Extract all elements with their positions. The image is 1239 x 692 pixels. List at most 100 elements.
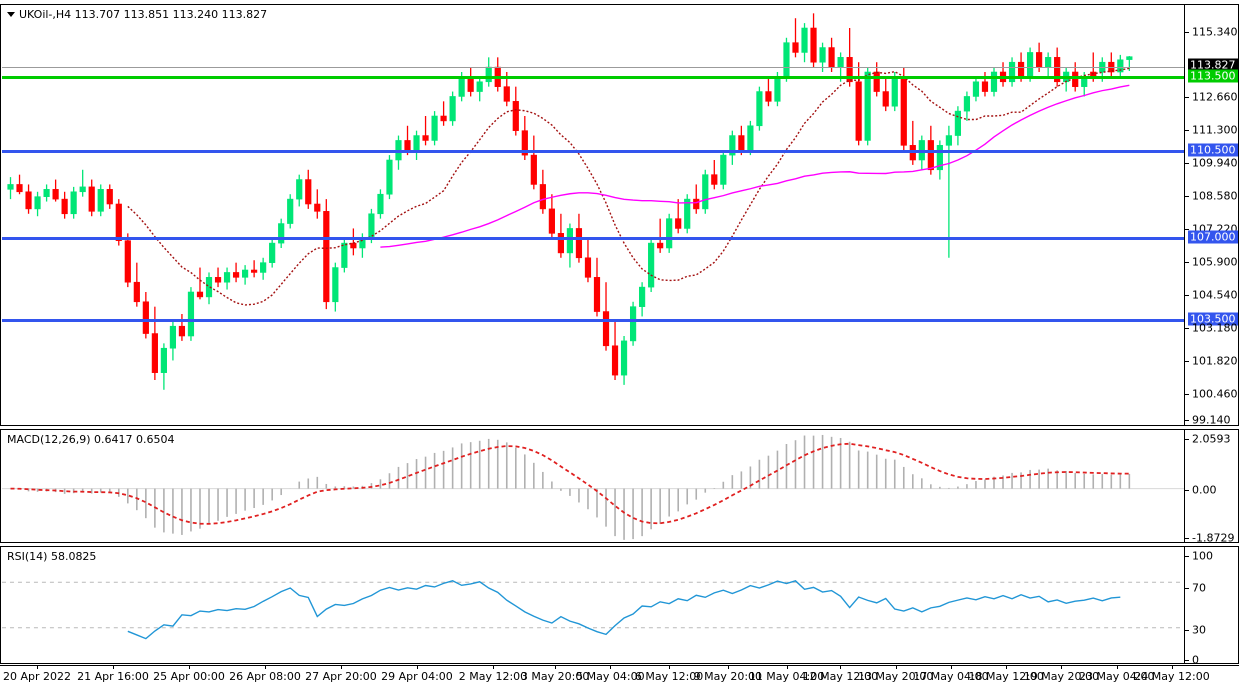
rsi-axis-label: 30 — [1192, 623, 1206, 637]
time-axis-label: 2 May 12:00 — [458, 670, 528, 683]
time-axis-label: 5 May 04:00 — [576, 670, 645, 683]
time-axis[interactable]: 20 Apr 2022 21 Apr 16:00 25 Apr 00:00 26 Ap… — [0, 665, 1239, 692]
macd-axis-label: -1.8729 — [1192, 531, 1235, 545]
level-line-107-000[interactable] — [2, 237, 1184, 240]
rsi-panel[interactable]: RSI(14) 58.0825 100 70 30 0 — [0, 546, 1239, 667]
time-axis-label: 3 May 20:00 — [520, 670, 590, 683]
time-axis-label: 26 Apr 08:00 — [229, 670, 301, 683]
price-axis-tick — [1185, 130, 1189, 131]
time-axis-label: 11 May 04:00 — [748, 670, 825, 683]
time-axis-tick — [610, 666, 612, 669]
price-axis-tick — [1185, 97, 1189, 98]
rsi-axis-tick — [1185, 630, 1189, 631]
price-axis[interactable]: 115.340 113.827 113.500 112.660 111.300 110.5… — [1184, 5, 1238, 427]
price-axis-label: 112.660 — [1192, 90, 1238, 104]
time-axis-tick — [555, 666, 557, 669]
chevron-down-icon[interactable] — [7, 11, 15, 17]
macd-panel[interactable]: MACD(12,26,9) 0.6417 0.6504 2.0593 0.00 -1… — [0, 429, 1239, 545]
time-axis-label: 9 May 20:00 — [693, 670, 763, 683]
price-axis-label: 99.140 — [1192, 413, 1231, 427]
macd-axis-tick — [1185, 490, 1189, 491]
time-axis-tick — [669, 666, 671, 669]
level-price-label: 110.500 — [1188, 143, 1238, 157]
time-axis-label: 12 May 12:00 — [802, 670, 879, 683]
time-axis-tick — [113, 666, 114, 669]
price-plot-area[interactable] — [2, 6, 1184, 424]
candlestick-series — [7, 13, 1133, 390]
rsi-axis: 100 70 30 0 — [1184, 547, 1238, 667]
time-axis-tick — [416, 666, 418, 669]
price-axis-label: 108.580 — [1192, 189, 1238, 203]
rsi-axis-tick — [1185, 556, 1189, 557]
time-axis-label: 25 Apr 00:00 — [153, 670, 225, 683]
level-price-label: 107.000 — [1188, 230, 1238, 244]
price-axis-tick — [1185, 394, 1189, 395]
price-axis-label: 111.300 — [1192, 123, 1238, 137]
price-axis-label: 115.340 — [1192, 25, 1238, 39]
rsi-plot-area[interactable] — [2, 548, 1184, 662]
price-axis-tick — [1185, 262, 1189, 263]
time-axis-tick — [188, 666, 190, 669]
macd-axis-label: 2.0593 — [1192, 432, 1231, 446]
price-axis-tick — [1185, 420, 1189, 421]
price-axis-label: 101.820 — [1192, 354, 1238, 368]
rsi-axis-tick — [1185, 588, 1189, 589]
time-axis-label: 24 May 12:00 — [1134, 670, 1210, 683]
level-line-103-500[interactable] — [2, 319, 1184, 322]
time-axis-tick — [340, 666, 342, 669]
symbol-header-text: UKOil-,H4 113.707 113.851 113.240 113.82… — [19, 8, 268, 21]
time-axis-tick — [1116, 666, 1118, 669]
price-axis-tick — [1185, 196, 1189, 197]
level-price-label: 103.500 — [1188, 312, 1238, 326]
time-axis-label: 17 May 04:00 — [913, 670, 989, 683]
macd-series — [2, 434, 1184, 540]
rsi-axis-label: 70 — [1192, 581, 1206, 595]
time-axis-tick — [950, 666, 952, 669]
rsi-axis-tick — [1185, 660, 1189, 661]
macd-plot-area[interactable] — [2, 431, 1184, 541]
price-axis-tick — [1185, 163, 1189, 164]
macd-axis: 2.0593 0.00 -1.8729 — [1184, 430, 1238, 545]
macd-axis-tick — [1185, 439, 1189, 440]
time-axis-label: 27 Apr 20:00 — [305, 670, 377, 683]
time-axis-label: 18 May 12:00 — [968, 670, 1044, 683]
time-axis-tick — [1061, 666, 1063, 669]
price-axis-tick — [1185, 328, 1189, 329]
rsi-series — [2, 580, 1184, 640]
time-axis-label: 13 May 20:00 — [857, 670, 934, 683]
price-axis-label: 104.540 — [1192, 288, 1238, 302]
macd-axis-tick — [1185, 538, 1189, 539]
current-price-label: 113.827 — [1188, 58, 1238, 72]
price-axis-tick — [1185, 229, 1189, 230]
price-axis-tick — [1185, 295, 1189, 296]
time-axis-label: 23 May 04:00 — [1079, 670, 1155, 683]
time-axis-label: 21 Apr 16:00 — [77, 670, 149, 683]
time-axis-label: 19 May 20:00 — [1023, 670, 1100, 683]
price-chart-panel[interactable]: UKOil-,H4 113.707 113.851 113.240 113.82… — [0, 4, 1239, 427]
time-axis-tick — [840, 666, 842, 669]
rsi-axis-label: 0 — [1192, 653, 1199, 667]
price-axis-tick — [1185, 32, 1189, 33]
time-axis-label: 20 Apr 2022 — [2, 670, 72, 683]
time-axis-tick — [264, 666, 266, 669]
rsi-axis-label: 100 — [1192, 549, 1213, 563]
level-line-110-500[interactable] — [2, 150, 1184, 153]
level-price-label: 113.500 — [1188, 69, 1238, 83]
time-axis-label: 29 Apr 04:00 — [381, 670, 453, 683]
price-axis-label: 109.940 — [1192, 156, 1238, 170]
symbol-header[interactable]: UKOil-,H4 113.707 113.851 113.240 113.82… — [7, 8, 267, 21]
time-axis-tick — [1172, 666, 1173, 669]
rsi-label: RSI(14) 58.0825 — [7, 550, 97, 563]
level-line-113-500[interactable] — [2, 76, 1184, 79]
time-axis-tick — [895, 666, 897, 669]
price-axis-label: 100.460 — [1192, 387, 1238, 401]
time-axis-label: 6 May 12:00 — [634, 670, 704, 683]
time-axis-tick — [1006, 666, 1008, 669]
macd-label: MACD(12,26,9) 0.6417 0.6504 — [7, 433, 175, 446]
time-axis-tick — [727, 666, 729, 669]
macd-axis-label: 0.00 — [1192, 483, 1217, 497]
price-axis-tick — [1185, 361, 1189, 362]
time-axis-tick — [492, 666, 494, 669]
level-line-113-827[interactable] — [2, 67, 1184, 68]
